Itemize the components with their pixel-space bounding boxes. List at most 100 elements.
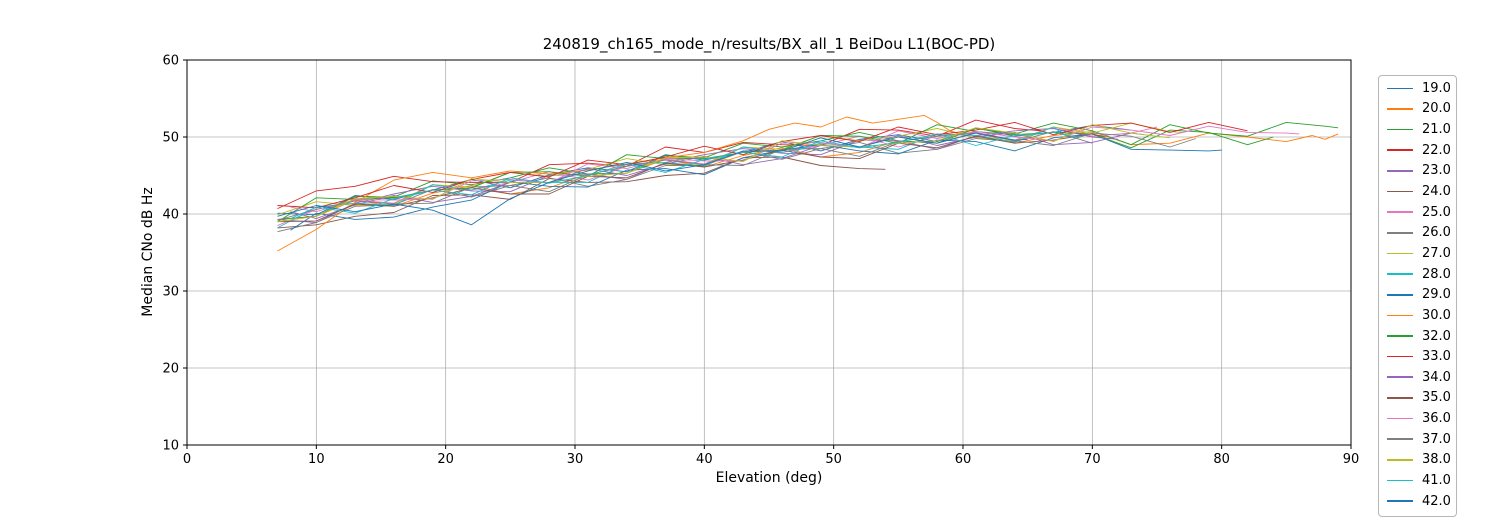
legend-line-sample: [1387, 108, 1413, 110]
legend-label: 20.0: [1422, 101, 1451, 117]
ticks: [183, 59, 1352, 449]
legend-label: 38.0: [1422, 452, 1451, 468]
legend-item: 24.0: [1387, 181, 1456, 202]
series-line-42.0: [277, 132, 1028, 226]
series-line-41.0: [290, 131, 1080, 220]
legend-label: 33.0: [1422, 349, 1451, 365]
tick-labels: 0 10 20 30 40 50 60 70 80 90 10 20 30 40 50 60: [162, 54, 1359, 468]
legend-item: 41.0: [1387, 470, 1456, 491]
series-line-28.0: [277, 126, 1067, 229]
legend-label: 27.0: [1422, 245, 1451, 261]
gridlines: [186, 59, 1352, 446]
legend-item: 42.0: [1387, 491, 1456, 512]
y-tick-label: 30: [162, 285, 179, 300]
series-line-26.0: [277, 131, 1093, 233]
legend-item: 36.0: [1387, 408, 1456, 429]
legend-item: 37.0: [1387, 429, 1456, 450]
x-tick-label: 0: [183, 452, 191, 467]
legend-item: 38.0: [1387, 450, 1456, 471]
series-line-35.0: [277, 133, 1106, 223]
legend-line-sample: [1387, 355, 1413, 358]
legend-line-sample: [1387, 397, 1413, 399]
chart-figure: 0 10 20 30 40 50 60 70 80 90 10 20 30 40 50 60 240819_c…: [140, 35, 1457, 517]
legend-item: 19.0: [1387, 78, 1456, 99]
legend-label: 34.0: [1422, 369, 1451, 385]
legend-line-sample: [1387, 211, 1413, 213]
legend-item: 32.0: [1387, 326, 1456, 347]
legend-item: 25.0: [1387, 202, 1456, 223]
plot-border: [186, 59, 1352, 446]
legend-line-sample: [1387, 170, 1413, 172]
axes-frame: [186, 59, 1352, 446]
x-tick-label: 60: [955, 452, 972, 467]
series-line-22.0: [277, 119, 1041, 210]
legend-item: 20.0: [1387, 99, 1456, 120]
x-tick-label: 50: [825, 452, 842, 467]
legend-line-sample: [1387, 252, 1413, 255]
legend-label: 42.0: [1422, 493, 1451, 509]
x-tick-label: 30: [567, 452, 584, 467]
legend-item: 21.0: [1387, 119, 1456, 140]
x-tick-label: 20: [437, 452, 454, 467]
legend-line-sample: [1387, 293, 1413, 296]
legend-item: 33.0: [1387, 346, 1456, 367]
plot-canvas: 0 10 20 30 40 50 60 70 80 90 10 20 30 40 50 60: [162, 54, 1359, 468]
legend-label: 36.0: [1422, 411, 1451, 427]
series-group: [277, 114, 1339, 252]
x-axis-label: Elevation (deg): [715, 470, 823, 486]
legend-item: 30.0: [1387, 305, 1456, 326]
legend-line-sample: [1387, 314, 1413, 317]
series-line-36.0: [290, 125, 1300, 213]
legend-label: 22.0: [1422, 142, 1451, 158]
y-tick-label: 20: [162, 362, 179, 377]
legend-line-sample: [1387, 232, 1413, 234]
series-line-38.0: [277, 124, 1170, 223]
series-line-23.0: [277, 128, 1119, 223]
x-tick-label: 80: [1213, 452, 1230, 467]
legend-line-sample: [1387, 500, 1413, 502]
legend-label: 19.0: [1422, 80, 1451, 96]
x-tick-label: 10: [308, 452, 325, 467]
legend-line-sample: [1387, 376, 1413, 379]
legend-item: 29.0: [1387, 284, 1456, 305]
legend-item: 22.0: [1387, 140, 1456, 161]
legend-item: 28.0: [1387, 264, 1456, 285]
legend-item: 35.0: [1387, 388, 1456, 409]
legend-line-sample: [1387, 149, 1413, 152]
legend-line-sample: [1387, 438, 1413, 440]
legend-label: 28.0: [1422, 266, 1451, 282]
legend-label: 29.0: [1422, 287, 1451, 303]
chart-title: 240819_ch165_mode_n/results/BX_all_1 Bei…: [542, 35, 996, 53]
x-tick-label: 40: [696, 452, 713, 467]
legend: 19.0 20.0 21.0 22.0 23.0 24.0 25.0 26.0 27.0 28.0…: [1378, 75, 1457, 517]
x-tick-label: 70: [1084, 452, 1101, 467]
legend-line-sample: [1387, 128, 1413, 131]
series-line-30.0: [277, 114, 964, 252]
y-axis-label: Median CNo dB Hz: [140, 187, 156, 317]
legend-label: 41.0: [1422, 472, 1451, 488]
legend-line-sample: [1387, 335, 1413, 337]
legend-label: 30.0: [1422, 307, 1451, 323]
series-line-24.0: [277, 156, 886, 229]
legend-line-sample: [1387, 417, 1413, 420]
legend-item: 34.0: [1387, 367, 1456, 388]
legend-label: 24.0: [1422, 184, 1451, 200]
legend-label: 23.0: [1422, 163, 1451, 179]
y-tick-label: 50: [162, 131, 179, 146]
legend-label: 26.0: [1422, 225, 1451, 241]
series-line-37.0: [277, 132, 1196, 221]
legend-label: 35.0: [1422, 390, 1451, 406]
legend-line-sample: [1387, 459, 1413, 461]
legend-label: 37.0: [1422, 431, 1451, 447]
legend-item: 26.0: [1387, 222, 1456, 243]
legend-label: 32.0: [1422, 328, 1451, 344]
y-tick-label: 10: [162, 439, 179, 454]
y-tick-label: 40: [162, 208, 179, 223]
legend-line-sample: [1387, 273, 1413, 275]
legend-line-sample: [1387, 87, 1413, 90]
legend-item: 23.0: [1387, 161, 1456, 182]
legend-item: 27.0: [1387, 243, 1456, 264]
x-tick-label: 90: [1343, 452, 1360, 467]
y-tick-label: 60: [162, 54, 179, 69]
legend-label: 21.0: [1422, 122, 1451, 138]
